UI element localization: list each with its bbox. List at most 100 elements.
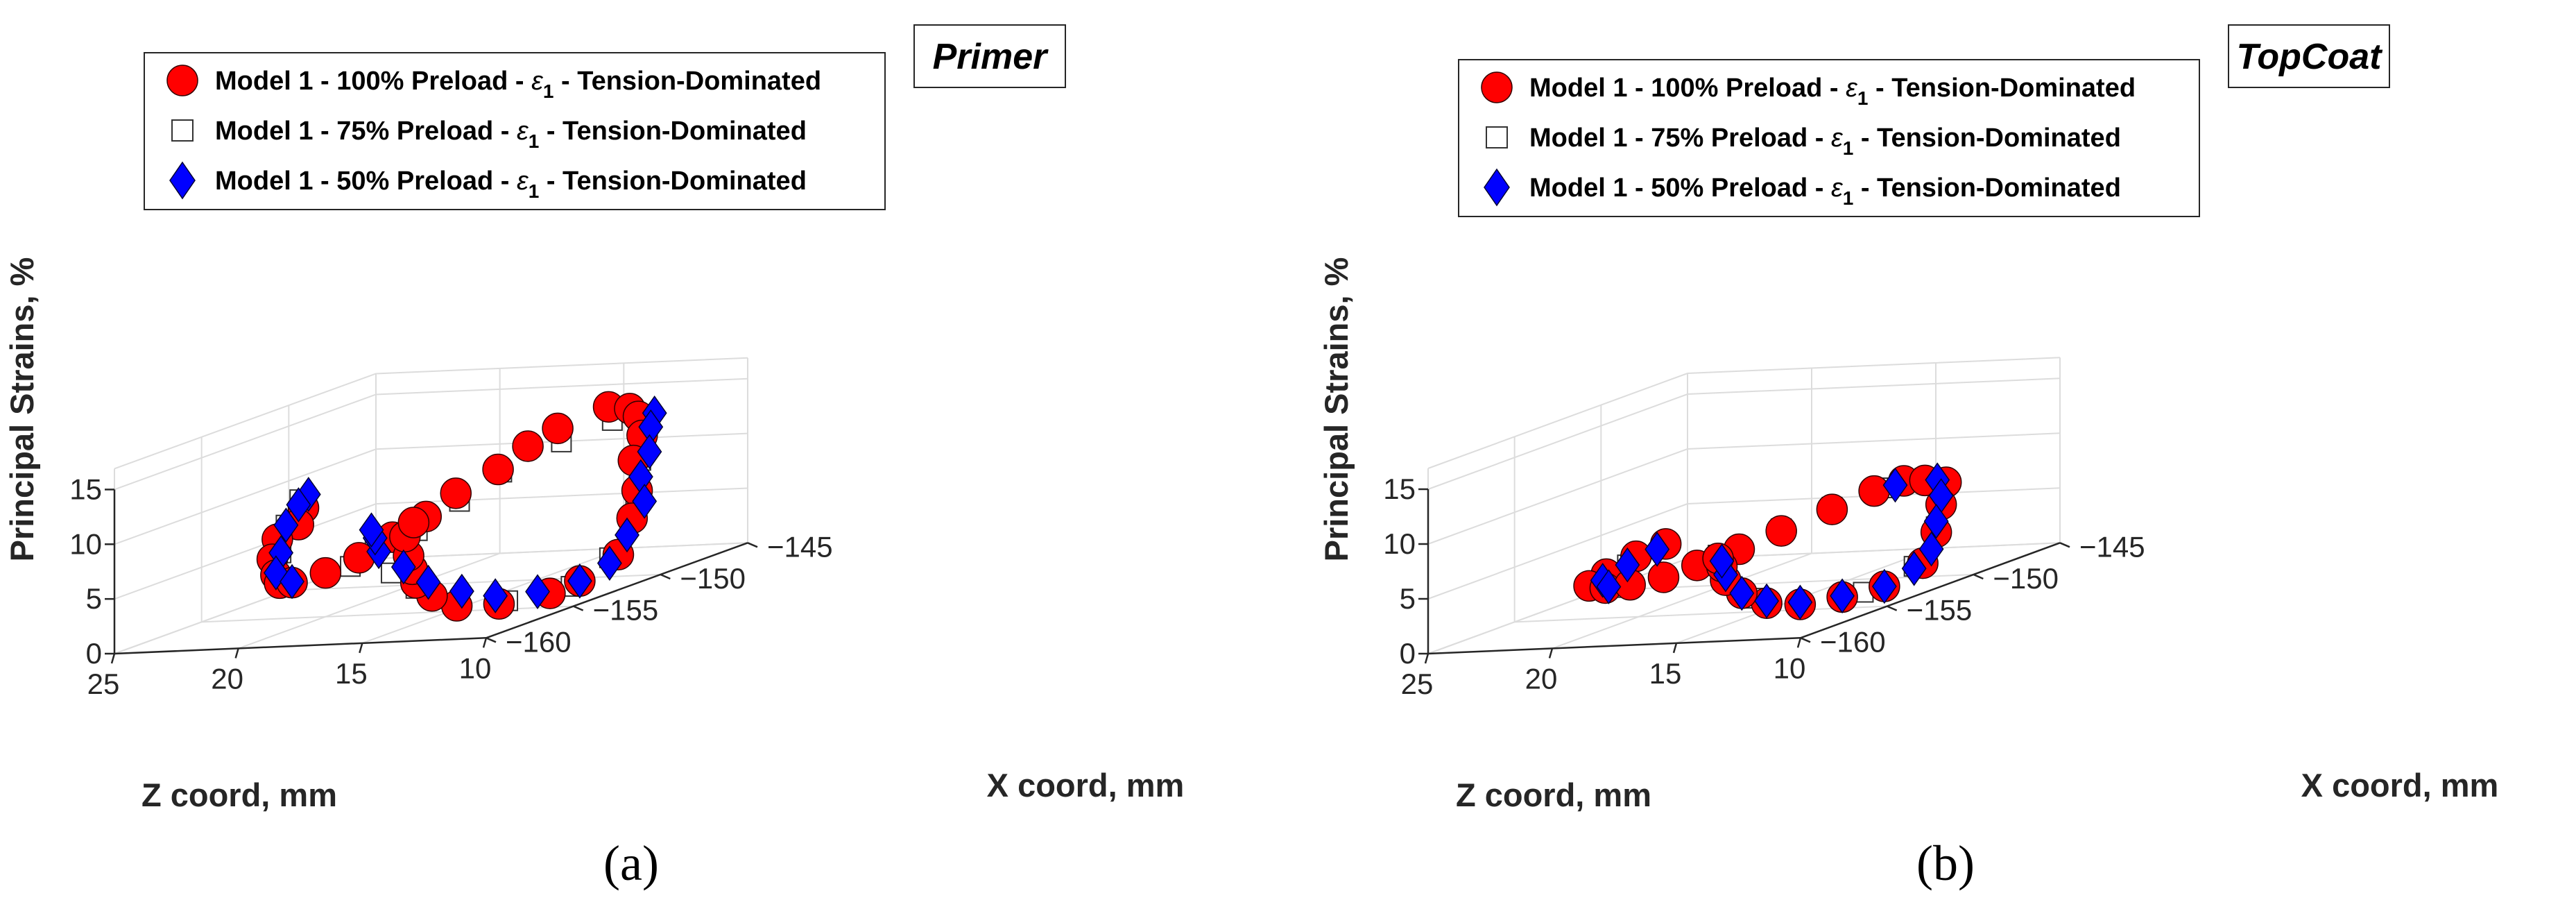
- legend-label-subscript: 1: [1843, 187, 1854, 209]
- z-tick-label: 10: [459, 652, 492, 684]
- data-point-100: [542, 412, 574, 445]
- strain-tick-label: 15: [69, 473, 102, 505]
- data-point-50: [280, 563, 304, 600]
- grid-line: [114, 432, 748, 545]
- x-tick: [1800, 637, 1811, 643]
- x-tick: [660, 573, 671, 580]
- z-tick-label: 15: [1649, 657, 1682, 690]
- legend-label: Model 1 - 75% Preload - ε1 - Tension-Dom…: [215, 117, 807, 152]
- title-box: [2228, 24, 2390, 88]
- x-axis-line: [1800, 542, 2061, 639]
- x-tick-label: −150: [1993, 562, 2059, 595]
- data-point-50: [632, 484, 658, 519]
- data-point-50: [1615, 547, 1640, 583]
- data-point-50: [1923, 503, 1949, 539]
- grid-line: [1427, 558, 1688, 654]
- x-axis-title: X coord, mm: [987, 767, 1185, 804]
- grid-line: [114, 377, 748, 491]
- legend-marker-diamond: [169, 161, 196, 200]
- x-tick-label: −145: [2079, 530, 2145, 563]
- legend-marker-diamond: [1484, 168, 1510, 207]
- data-point-50: [263, 555, 289, 591]
- x-tick-label: −155: [1907, 594, 1973, 627]
- data-point-50: [286, 487, 311, 523]
- x-tick: [747, 542, 758, 548]
- axes: [105, 489, 758, 664]
- grid-line: [289, 573, 661, 591]
- strain-tick-label: 10: [69, 527, 102, 560]
- data-point-50: [1645, 532, 1670, 567]
- data-point-50: [483, 578, 508, 613]
- legend-label: Model 1 - 50% Preload - ε1 - Tension-Dom…: [215, 167, 807, 202]
- strain-axis-title: Principal Strains, %: [1318, 257, 1355, 562]
- legend-label-subscript: 1: [1843, 137, 1854, 159]
- data-point-50: [637, 434, 662, 470]
- panel-a: 25 20 15 10 −160 −155 −150 −145 0 5 10 15 Z coord, m…: [3, 24, 1185, 813]
- x-tick: [486, 637, 497, 643]
- data-point-100: [482, 453, 514, 486]
- legend-box: [1458, 59, 2200, 217]
- grid-line: [1552, 552, 1812, 649]
- legend-label-suffix: - Tension-Dominated: [1853, 173, 2121, 203]
- grid-line: [1427, 432, 2061, 545]
- strain-axis-title: Principal Strains, %: [3, 257, 40, 562]
- legend-label-suffix: - Tension-Dominated: [1868, 74, 2136, 103]
- legend-label-prefix: Model 1 - 50% Preload -: [1529, 173, 1831, 203]
- z-axis-line: [114, 637, 487, 655]
- x-tick-label: −145: [767, 530, 833, 563]
- z-tick: [110, 653, 116, 664]
- z-tick-label: 15: [335, 657, 368, 690]
- data-point-50: [1709, 543, 1735, 579]
- strain-tick-label: 5: [1400, 582, 1416, 615]
- legend-marker-circle: [166, 65, 198, 96]
- data-point-50: [1787, 584, 1813, 620]
- panel-title: Primer: [933, 37, 1049, 77]
- caption-a: (a): [603, 835, 659, 891]
- strain-tick-label: 0: [86, 637, 102, 670]
- z-axis-line: [1427, 637, 1801, 655]
- data-point-50: [1754, 583, 1780, 619]
- title-box: [913, 24, 1066, 88]
- z-axis-title: Z coord, mm: [1456, 776, 1651, 813]
- data-point-50: [615, 517, 639, 553]
- z-axis-title: Z coord, mm: [141, 776, 337, 813]
- z-tick: [1796, 637, 1802, 648]
- data-point-100: [440, 477, 472, 509]
- x-axis-title: X coord, mm: [2301, 767, 2499, 804]
- data-markers: [1573, 462, 1962, 620]
- grid-line: [114, 357, 748, 470]
- grid-line: [375, 542, 748, 559]
- panel-b: 25 20 15 10 −160 −155 −150 −145 0 5 10 15 Z coord, m…: [1318, 24, 2499, 813]
- legend-label-epsilon: ε: [517, 167, 529, 196]
- x-tick: [1973, 573, 1984, 580]
- data-point-50: [1830, 578, 1855, 614]
- data-point-50: [1918, 531, 1944, 567]
- x-axis-line: [486, 542, 748, 639]
- grid-line: [238, 552, 501, 649]
- legend-label: Model 1 - 50% Preload - ε1 - Tension-Dom…: [1529, 173, 2121, 209]
- data-point-100: [397, 507, 430, 538]
- panel-title: TopCoat: [2237, 37, 2384, 77]
- x-tick-label: −160: [1820, 625, 1886, 658]
- legend-label-suffix: - Tension-Dominated: [539, 167, 807, 196]
- legend-marker-square: [171, 119, 194, 142]
- x-tick: [2059, 542, 2070, 548]
- data-point-50: [415, 564, 441, 600]
- legend: Model 1 - 100% Preload - ε1 - Tension-Do…: [144, 52, 886, 210]
- legend-label: Model 1 - 75% Preload - ε1 - Tension-Dom…: [1529, 124, 2121, 159]
- data-point-50: [1729, 575, 1755, 611]
- data-point-50: [1882, 467, 1908, 503]
- grid-line: [1514, 605, 1887, 623]
- z-tick: [234, 648, 239, 659]
- z-tick-label: 20: [1525, 662, 1558, 695]
- data-point-100: [1765, 515, 1797, 547]
- data-point-75: [380, 562, 402, 584]
- z-tick: [1548, 648, 1554, 659]
- legend-marker-square: [1486, 126, 1508, 148]
- legend-label-suffix: - Tension-Dominated: [553, 67, 821, 96]
- legend-label-epsilon: ε: [517, 117, 529, 146]
- caption-b: (b): [1916, 835, 1975, 891]
- axes: [1418, 488, 2070, 664]
- data-point-100: [309, 557, 342, 589]
